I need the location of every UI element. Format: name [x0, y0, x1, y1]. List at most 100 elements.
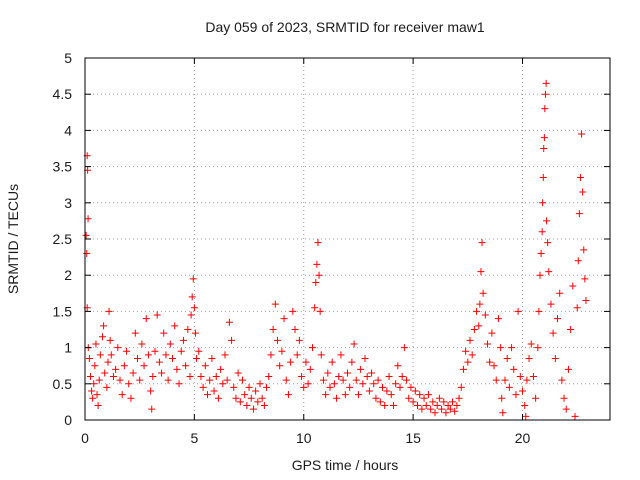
data-point — [488, 329, 496, 337]
data-point — [114, 344, 122, 352]
data-point — [562, 405, 570, 413]
data-point — [333, 394, 341, 402]
data-point — [95, 376, 103, 384]
data-point — [293, 351, 301, 359]
data-point — [254, 398, 262, 406]
data-point — [311, 304, 319, 312]
grid-layer — [85, 58, 610, 420]
data-point — [109, 373, 117, 381]
data-point — [473, 307, 481, 315]
data-point — [221, 351, 229, 359]
data-point — [201, 362, 209, 370]
data-point — [532, 394, 540, 402]
data-point — [169, 354, 176, 362]
data-point — [374, 376, 382, 384]
data-point — [427, 405, 435, 413]
data-point — [418, 405, 426, 413]
data-point — [578, 130, 586, 138]
data-point — [527, 340, 535, 348]
data-point — [306, 365, 314, 373]
data-point — [451, 407, 459, 415]
data-point — [265, 373, 273, 381]
data-point — [324, 369, 332, 377]
data-point — [341, 391, 349, 399]
data-point — [370, 380, 378, 388]
data-point — [411, 387, 419, 395]
data-point — [217, 365, 225, 373]
y-tick-label: 0 — [64, 412, 72, 428]
data-point — [444, 402, 452, 410]
data-point — [116, 376, 124, 384]
data-point — [357, 365, 365, 373]
x-tick-label: 10 — [296, 430, 312, 446]
data-point — [83, 249, 91, 257]
data-point — [151, 347, 159, 355]
data-point — [153, 311, 161, 319]
data-point — [363, 373, 371, 381]
data-point — [184, 326, 192, 333]
data-point — [376, 398, 384, 406]
data-point — [173, 365, 181, 373]
data-point — [400, 344, 408, 352]
data-point — [328, 358, 336, 366]
data-point — [514, 307, 522, 315]
data-point — [241, 391, 249, 399]
data-point — [315, 271, 323, 279]
data-point — [492, 376, 500, 384]
data-point — [475, 322, 483, 330]
data-point — [505, 383, 513, 391]
x-tick-label: 15 — [405, 430, 421, 446]
data-point — [560, 394, 568, 402]
data-point — [204, 391, 211, 399]
data-point — [385, 373, 393, 381]
data-point — [512, 391, 520, 399]
data-point — [138, 340, 146, 348]
data-point — [354, 391, 362, 399]
data-point — [267, 351, 275, 359]
data-point — [503, 354, 511, 362]
data-point — [361, 354, 369, 362]
y-tick-label: 2.5 — [53, 231, 73, 247]
data-point — [234, 369, 242, 377]
data-point — [414, 402, 421, 410]
data-point — [158, 369, 166, 377]
data-point — [298, 373, 306, 381]
data-point — [352, 376, 360, 384]
data-point — [230, 383, 238, 391]
data-point — [449, 398, 456, 406]
data-point — [455, 394, 463, 402]
data-point — [476, 300, 484, 308]
data-point — [484, 340, 491, 348]
data-point — [187, 311, 195, 319]
data-point — [118, 391, 126, 399]
data-point — [106, 336, 114, 344]
data-point — [123, 347, 131, 355]
data-point — [569, 282, 577, 290]
data-point — [127, 394, 135, 402]
data-point — [225, 318, 233, 326]
data-point — [525, 354, 533, 362]
data-point — [256, 380, 264, 388]
data-point — [100, 322, 108, 330]
data-point — [521, 402, 529, 410]
y-tick-label: 1.5 — [53, 303, 73, 319]
x-tick-label: 5 — [190, 430, 198, 446]
data-point — [280, 315, 288, 323]
data-point — [92, 340, 100, 348]
data-point — [295, 336, 303, 344]
data-point — [396, 383, 404, 391]
data-point — [556, 289, 564, 297]
data-point — [494, 315, 502, 323]
data-point — [190, 304, 198, 312]
data-point — [429, 398, 437, 406]
data-point — [457, 383, 465, 391]
data-point — [381, 402, 389, 410]
data-point — [424, 391, 432, 399]
x-tick-label: 0 — [81, 430, 89, 446]
data-point — [93, 391, 101, 399]
data-point — [468, 351, 476, 359]
data-point — [149, 373, 157, 381]
data-point — [416, 391, 424, 399]
data-point — [86, 373, 94, 381]
